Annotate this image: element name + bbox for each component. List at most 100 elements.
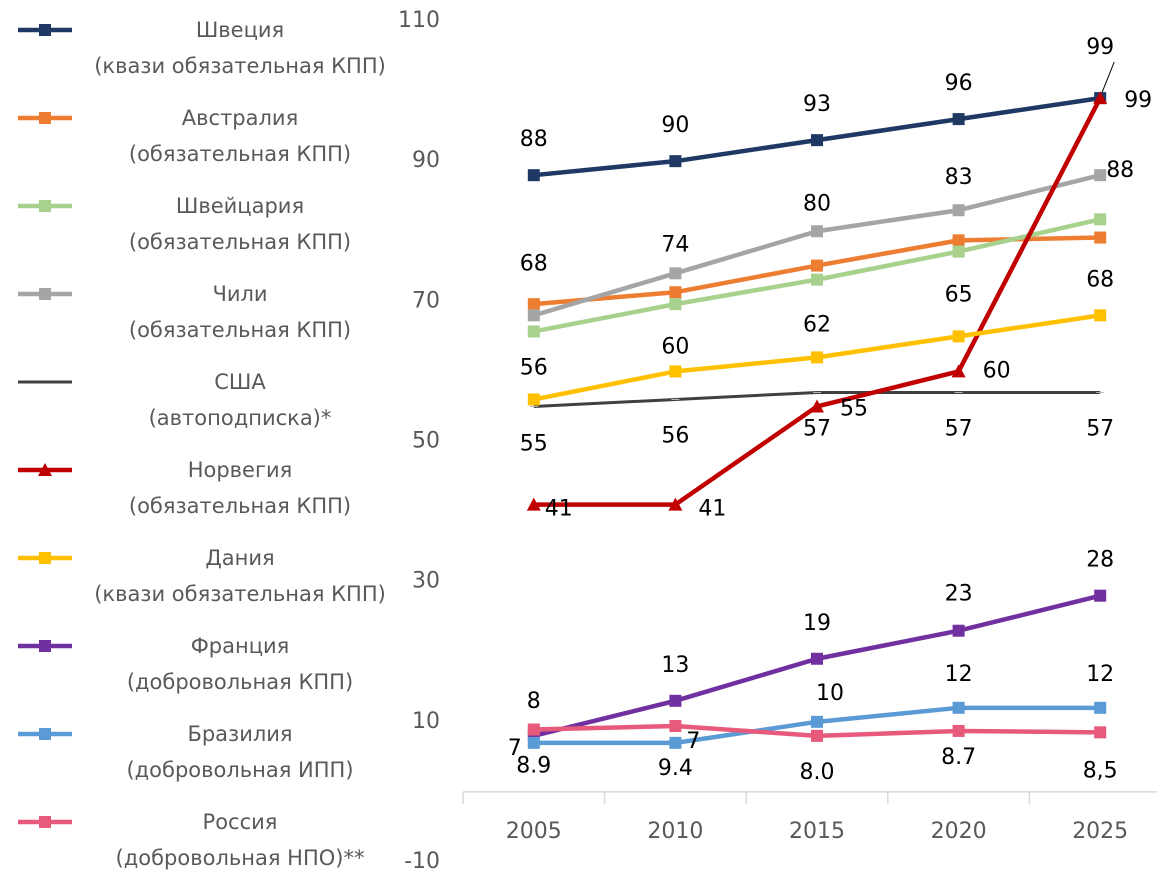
point bbox=[527, 309, 540, 322]
point bbox=[952, 113, 965, 126]
data-label: 88 bbox=[520, 127, 548, 152]
point bbox=[952, 724, 965, 737]
point bbox=[527, 325, 540, 338]
legend-label: Швеция (квази обязательная КПП) bbox=[94, 18, 386, 78]
point bbox=[952, 204, 965, 217]
point bbox=[669, 720, 682, 733]
point bbox=[527, 723, 540, 736]
data-label: 8,5 bbox=[1083, 758, 1118, 783]
data-label: 99 bbox=[1124, 88, 1152, 113]
legend-label: Дания (квази обязательная КПП) bbox=[94, 546, 386, 606]
point bbox=[526, 497, 541, 511]
series-line bbox=[533, 97, 1103, 507]
x-tick-label: 2005 bbox=[506, 819, 562, 844]
point bbox=[811, 652, 823, 665]
point bbox=[811, 729, 823, 742]
x-tick-label: 2025 bbox=[1072, 819, 1128, 844]
point bbox=[669, 286, 682, 299]
data-label: 7 bbox=[686, 729, 700, 754]
point bbox=[1094, 701, 1107, 714]
data-label: 80 bbox=[803, 191, 831, 216]
point bbox=[952, 624, 965, 637]
legend-label: Австралия (обязательная КПП) bbox=[128, 106, 352, 166]
data-label: 57 bbox=[803, 416, 831, 441]
x-tick-label: 2015 bbox=[789, 819, 845, 844]
point bbox=[811, 134, 823, 147]
x-tick-label: 2010 bbox=[647, 819, 703, 844]
legend-label: Чили (обязательная КПП) bbox=[128, 282, 352, 342]
point bbox=[1093, 91, 1108, 105]
point bbox=[527, 393, 540, 406]
point bbox=[1094, 726, 1107, 739]
point bbox=[669, 736, 682, 749]
point bbox=[669, 155, 682, 168]
point bbox=[811, 351, 823, 364]
legend-marker bbox=[39, 728, 51, 740]
data-label: 93 bbox=[803, 92, 831, 117]
point bbox=[1094, 309, 1107, 322]
data-label: 12 bbox=[1086, 662, 1114, 687]
data-label: 13 bbox=[661, 653, 689, 678]
data-label: 96 bbox=[945, 71, 973, 96]
point bbox=[952, 234, 965, 247]
data-label: 8 bbox=[527, 689, 541, 714]
data-label: 60 bbox=[983, 358, 1011, 383]
point bbox=[952, 330, 965, 343]
legend-marker bbox=[39, 288, 51, 300]
point bbox=[951, 364, 966, 378]
data-label: 65 bbox=[945, 282, 973, 307]
data-label: 8.0 bbox=[800, 760, 835, 785]
data-label: 8.9 bbox=[516, 754, 551, 779]
y-tick-label: 10 bbox=[412, 709, 440, 734]
data-label: 56 bbox=[520, 355, 548, 380]
data-label: 74 bbox=[661, 232, 689, 257]
legend-label: Бразилия (добровольная ИПП) bbox=[126, 722, 354, 782]
data-label: 8.7 bbox=[941, 745, 976, 770]
legend-marker bbox=[39, 816, 51, 828]
data-label: 28 bbox=[1086, 548, 1114, 573]
data-label: 88 bbox=[1106, 158, 1134, 183]
data-label: 9.4 bbox=[658, 756, 693, 781]
data-label: 62 bbox=[803, 312, 831, 337]
legend-label: США (автоподписка)* bbox=[148, 370, 332, 430]
point bbox=[1094, 589, 1107, 602]
legend-label: Россия (добровольная НПО)** bbox=[115, 810, 365, 870]
data-label: 68 bbox=[1086, 267, 1114, 292]
point bbox=[669, 365, 682, 378]
point bbox=[811, 259, 823, 272]
point bbox=[811, 225, 823, 238]
legend-marker bbox=[39, 24, 51, 36]
data-label: 90 bbox=[661, 113, 689, 138]
point bbox=[527, 736, 540, 749]
y-tick-label: -10 bbox=[404, 849, 440, 869]
data-label: 57 bbox=[945, 416, 973, 441]
data-label: 7 bbox=[508, 736, 522, 761]
point bbox=[669, 694, 682, 707]
point bbox=[1094, 231, 1107, 244]
data-label: 10 bbox=[816, 681, 844, 706]
legend-label: Норвегия (обязательная КПП) bbox=[128, 458, 352, 518]
data-label: 19 bbox=[803, 611, 831, 636]
y-tick-label: 50 bbox=[412, 429, 440, 454]
legend-marker bbox=[38, 463, 52, 476]
point bbox=[1094, 169, 1107, 182]
point bbox=[527, 169, 540, 182]
data-label: 56 bbox=[661, 423, 689, 448]
point bbox=[669, 298, 682, 311]
point bbox=[668, 497, 683, 511]
data-label: 83 bbox=[945, 165, 973, 190]
data-label: 55 bbox=[520, 431, 548, 456]
x-tick-label: 2020 bbox=[931, 819, 987, 844]
legend-marker bbox=[39, 552, 51, 564]
y-tick-label: 90 bbox=[412, 148, 440, 173]
point bbox=[810, 399, 824, 413]
data-label: 99 bbox=[1086, 35, 1114, 60]
point bbox=[952, 245, 965, 258]
legend-label: Швейцария (обязательная КПП) bbox=[128, 194, 352, 254]
leader-line bbox=[1101, 61, 1115, 93]
data-label: 12 bbox=[945, 662, 973, 687]
data-label: 23 bbox=[945, 582, 973, 607]
legend-label: Франция (добровольная КПП) bbox=[126, 634, 354, 694]
